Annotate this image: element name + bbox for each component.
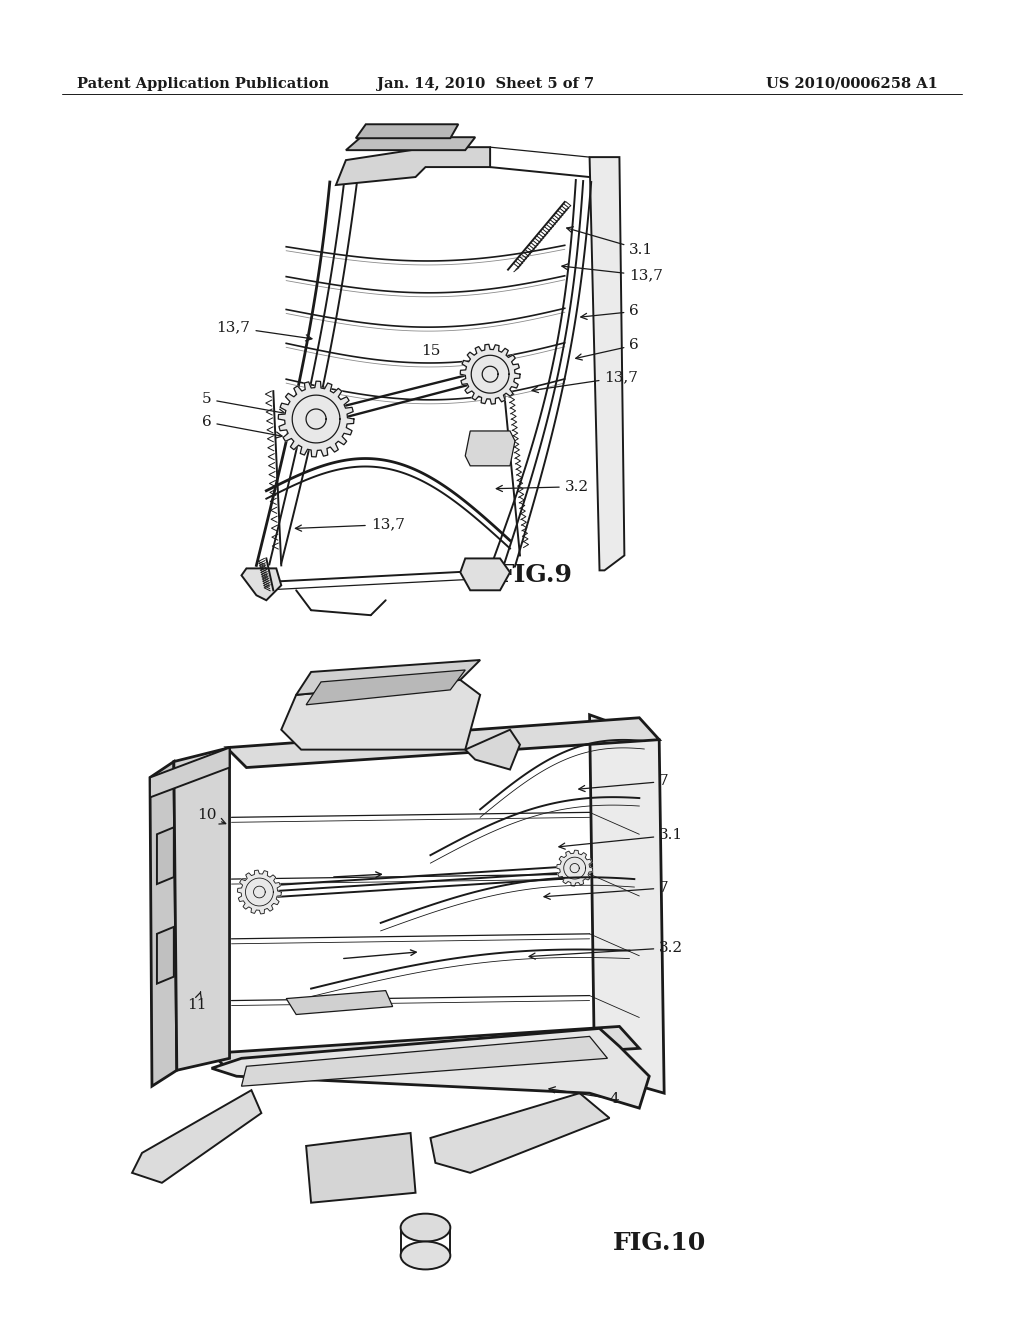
Ellipse shape <box>400 1242 451 1270</box>
Text: FIG.10: FIG.10 <box>612 1230 706 1254</box>
Text: 13,7: 13,7 <box>295 517 404 532</box>
Text: Jan. 14, 2010  Sheet 5 of 7: Jan. 14, 2010 Sheet 5 of 7 <box>377 77 594 91</box>
Polygon shape <box>226 718 659 767</box>
Polygon shape <box>157 927 174 983</box>
Text: US 2010/0006258 A1: US 2010/0006258 A1 <box>766 77 938 91</box>
Text: 13,7: 13,7 <box>562 264 664 282</box>
Polygon shape <box>557 850 593 886</box>
Text: 11: 11 <box>186 991 206 1011</box>
Polygon shape <box>132 1090 261 1183</box>
Text: 7: 7 <box>579 775 669 792</box>
Polygon shape <box>465 730 520 770</box>
Polygon shape <box>238 870 282 913</box>
Polygon shape <box>346 137 475 150</box>
Text: 3.2: 3.2 <box>529 941 683 960</box>
Polygon shape <box>465 430 515 466</box>
Text: 10: 10 <box>197 808 225 824</box>
Text: 3.1: 3.1 <box>559 828 683 849</box>
Polygon shape <box>287 990 392 1015</box>
Text: 15: 15 <box>421 345 440 358</box>
Polygon shape <box>279 381 354 457</box>
Text: 13,7: 13,7 <box>217 321 312 341</box>
Polygon shape <box>460 558 510 590</box>
Polygon shape <box>306 671 465 705</box>
Polygon shape <box>336 147 490 185</box>
Polygon shape <box>590 157 625 570</box>
Polygon shape <box>150 762 177 1086</box>
Polygon shape <box>296 660 480 694</box>
Text: FIG.9: FIG.9 <box>497 564 572 587</box>
Polygon shape <box>430 1093 609 1173</box>
Polygon shape <box>242 569 282 601</box>
Polygon shape <box>242 1036 607 1086</box>
Polygon shape <box>460 345 520 404</box>
Polygon shape <box>212 1027 639 1073</box>
Polygon shape <box>306 1133 416 1203</box>
Polygon shape <box>282 680 480 750</box>
Text: 5: 5 <box>202 392 285 416</box>
Polygon shape <box>590 714 665 1093</box>
Ellipse shape <box>400 1213 451 1242</box>
Text: 6: 6 <box>575 338 639 360</box>
Polygon shape <box>157 828 174 884</box>
Text: Patent Application Publication: Patent Application Publication <box>78 77 330 91</box>
Polygon shape <box>150 747 229 797</box>
Text: 6: 6 <box>581 305 639 319</box>
Text: 6: 6 <box>202 414 283 438</box>
Text: 13,7: 13,7 <box>532 370 638 392</box>
Polygon shape <box>174 747 229 1071</box>
Polygon shape <box>212 1028 649 1107</box>
Text: 7: 7 <box>544 880 669 899</box>
Text: 3.2: 3.2 <box>497 479 589 494</box>
Text: 3.1: 3.1 <box>566 227 653 256</box>
Text: 4: 4 <box>549 1086 620 1106</box>
Polygon shape <box>356 124 459 139</box>
